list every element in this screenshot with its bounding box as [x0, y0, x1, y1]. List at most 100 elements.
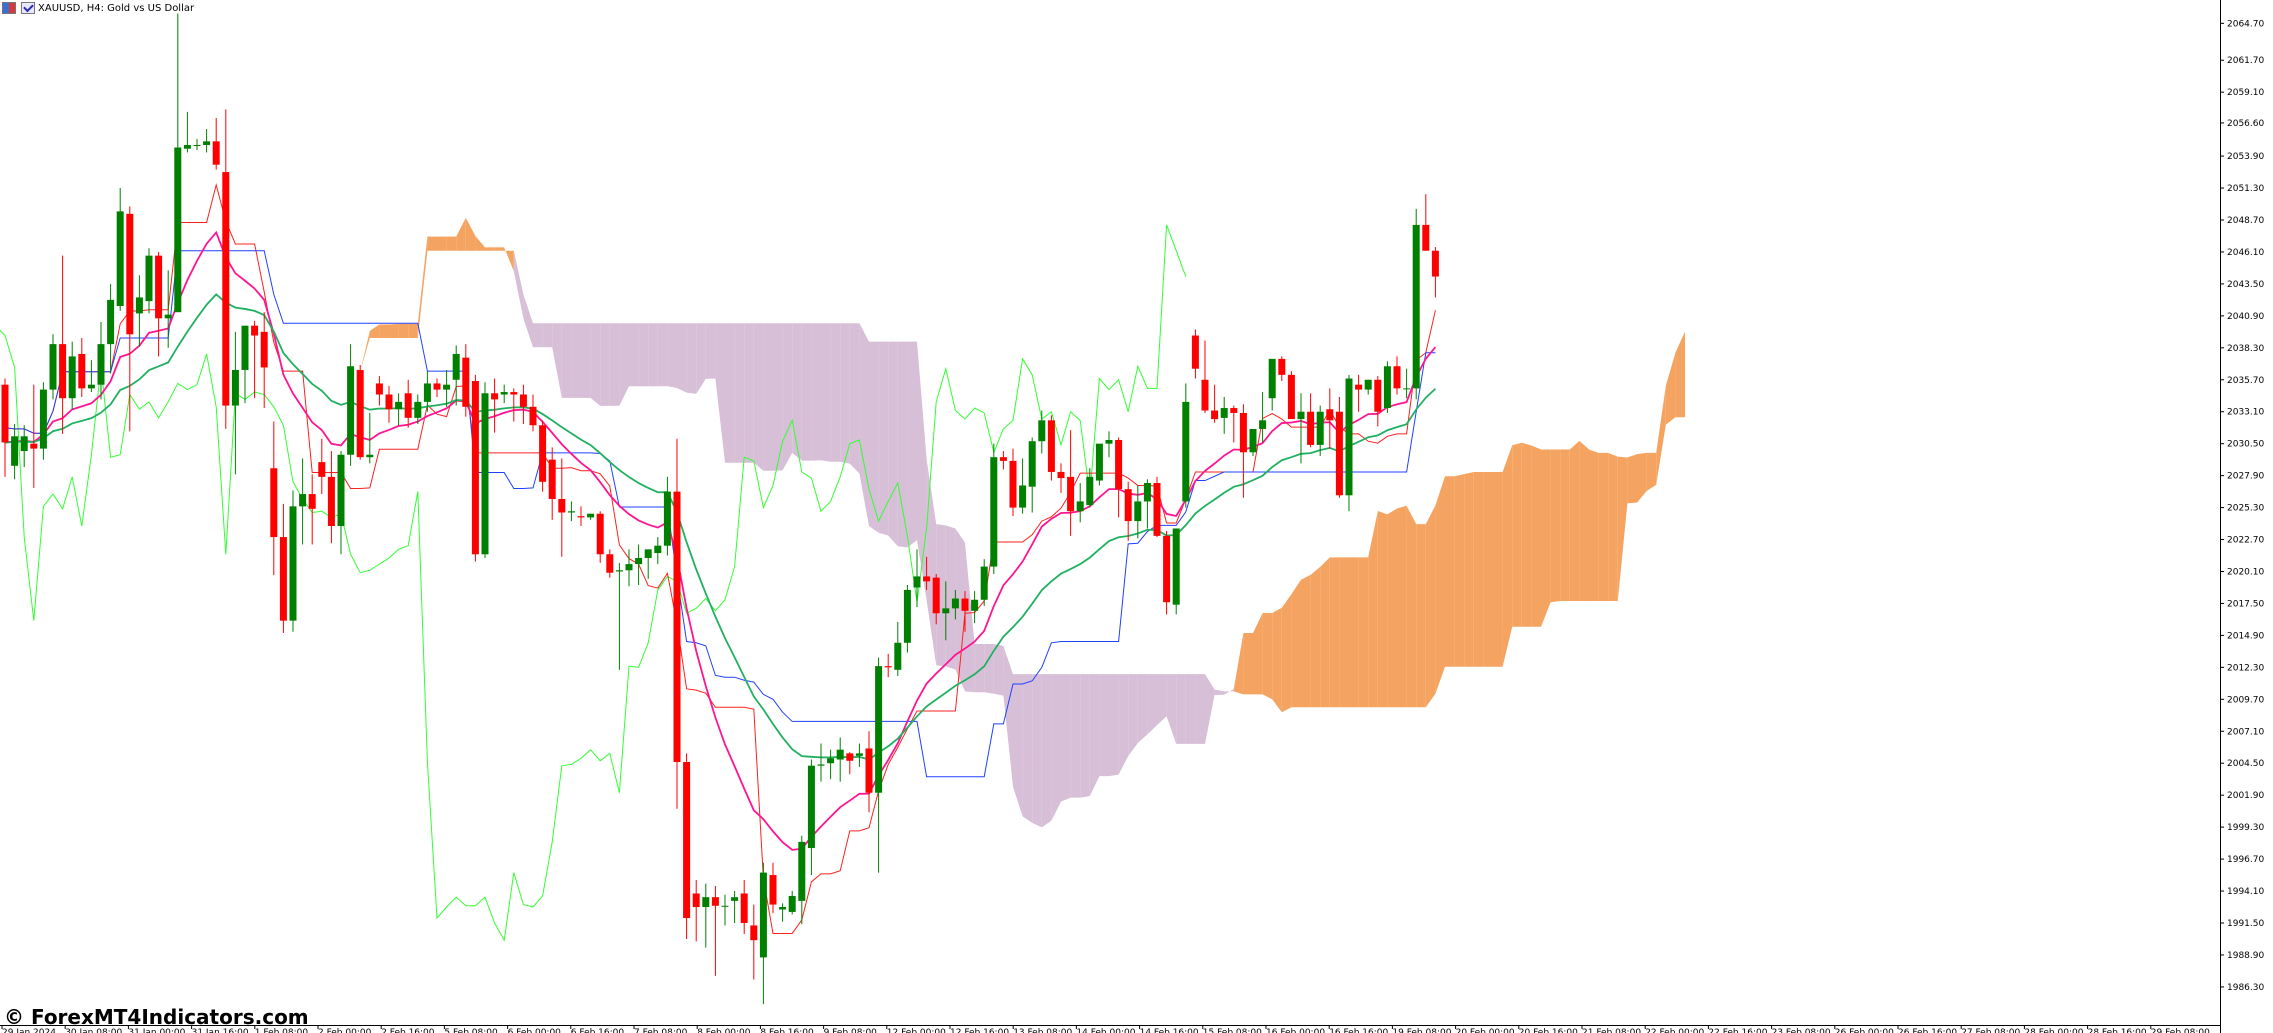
price-tick-label: 2059.10 [2227, 88, 2264, 98]
cloud-bear-segment [600, 323, 610, 406]
cloud-bear-segment [629, 323, 639, 387]
candle-body-bear [510, 392, 518, 395]
candle-body-bull [174, 147, 182, 313]
cloud-bear-segment [974, 644, 985, 693]
time-tick-label: 26 Feb 16:00 [1898, 1028, 1957, 1033]
cloud-bear-segment [1099, 674, 1109, 777]
cloud-bear-segment [859, 323, 869, 527]
cloud-bull-segment [1301, 574, 1311, 708]
time-tick-label: 8 Feb 16:00 [760, 1028, 814, 1033]
candle-body-bear [1191, 335, 1199, 369]
candle-body-bear [212, 141, 220, 165]
cloud-bull-segment [456, 217, 466, 251]
cloud-bull-segment [1339, 557, 1349, 708]
cloud-bear-segment [1032, 674, 1042, 828]
cloud-bull-segment [1541, 449, 1551, 627]
candle-body-bear [1047, 420, 1055, 472]
candle-body-bull [807, 765, 815, 849]
price-tick-label: 2004.50 [2227, 759, 2264, 769]
candle-body-bull [337, 454, 345, 527]
candle-body-bear [1057, 471, 1065, 479]
time-tick-label: 8 Feb 00:00 [697, 1028, 751, 1033]
candle-body-bull [1172, 528, 1180, 605]
candle-body-bull [20, 436, 28, 452]
candle-body-bull [635, 557, 643, 565]
candle-body-bull [894, 642, 902, 670]
candle-body-bear [1278, 358, 1286, 375]
price-tick-label: 2035.70 [2227, 376, 2264, 386]
candle-body-bear [1374, 379, 1382, 412]
candle-body-bull [1412, 224, 1420, 389]
chart-checkbox-icon[interactable] [21, 2, 35, 14]
cloud-bear-segment [1118, 674, 1129, 775]
cloud-bull-segment [1387, 508, 1397, 708]
candle-body-bull [788, 895, 796, 912]
time-tick-label: 2 Feb 16:00 [381, 1028, 435, 1033]
candle-body-bull [990, 457, 998, 567]
cloud-bull-segment [1579, 440, 1589, 601]
candle-body-bull [68, 356, 76, 399]
price-tick-label: 2027.90 [2227, 472, 2264, 482]
cloud-bull-segment [437, 236, 447, 251]
cloud-bull-segment [1589, 449, 1599, 601]
candle-body-bear [126, 213, 134, 335]
cloud-bull-segment [1617, 456, 1628, 601]
chart-title: XAUUSD, H4: Gold vs US Dollar [38, 2, 195, 14]
candle-body-bull [164, 314, 172, 319]
cloud-bull-segment [1550, 449, 1561, 603]
candle-body-bull [1076, 501, 1084, 512]
time-tick-label: 31 Jan 00:00 [128, 1028, 185, 1033]
price-tick-label: 2053.90 [2227, 152, 2264, 162]
candle-body-bull [1403, 388, 1411, 390]
price-tick-label: 2017.50 [2227, 599, 2264, 609]
candle-body-bear [251, 325, 259, 336]
candle-body-bull [1028, 441, 1036, 487]
candle-body-bull [97, 344, 105, 385]
cloud-bull-segment [1473, 471, 1484, 667]
cloud-bull-segment [417, 236, 428, 338]
cloud-bull-segment [1406, 505, 1417, 708]
cloud-bear-segment [753, 323, 764, 471]
candle-body-bull [903, 589, 911, 643]
candle-body-bear [385, 394, 393, 410]
price-tick-label: 1988.90 [2227, 951, 2264, 961]
price-tick-label: 2009.70 [2227, 695, 2264, 705]
candle-body-bear [1115, 439, 1123, 490]
price-tick-label: 2001.90 [2227, 791, 2264, 801]
price-tick-label: 1986.30 [2227, 983, 2264, 993]
price-tick-label: 2020.10 [2227, 567, 2264, 577]
candle-body-bull [87, 384, 95, 389]
candle-body-bear [519, 394, 527, 407]
candle-body-bull [836, 749, 844, 760]
candle-body-bear [740, 893, 748, 923]
cloud-bear-segment [1061, 674, 1071, 802]
cloud-bull-segment [1425, 505, 1436, 708]
candle-body-bull [1259, 420, 1267, 429]
cloud-bull-segment [485, 247, 495, 251]
time-tick-label: 13 Feb 08:00 [1013, 1028, 1072, 1033]
candle-body-bull [1095, 443, 1103, 481]
price-tick-label: 2048.70 [2227, 216, 2264, 226]
candle-body-bull [366, 454, 374, 458]
candle-body-bear [327, 476, 335, 527]
cloud-bull-segment [1397, 505, 1407, 708]
cloud-bear-segment [1109, 674, 1119, 777]
cloud-bear-segment [811, 323, 821, 461]
cloud-bull-segment [1445, 476, 1455, 667]
cloud-bull-segment [1598, 452, 1609, 601]
candle-body-bull [1345, 378, 1353, 496]
cloud-bear-segment [657, 323, 668, 387]
cloud-bull-segment [1253, 612, 1263, 695]
candle-body-bull [779, 907, 787, 910]
cloud-bear-segment [1051, 674, 1061, 821]
cloud-bear-segment [705, 323, 716, 379]
cloud-bull-segment [494, 247, 505, 251]
cloud-bull-segment [1464, 471, 1474, 667]
candle-body-bull [625, 564, 633, 571]
candle-body-bull [116, 211, 124, 307]
time-tick-label: 1 Feb 08:00 [255, 1028, 309, 1033]
cloud-bear-segment [936, 524, 946, 667]
cloud-bear-segment [917, 341, 927, 601]
